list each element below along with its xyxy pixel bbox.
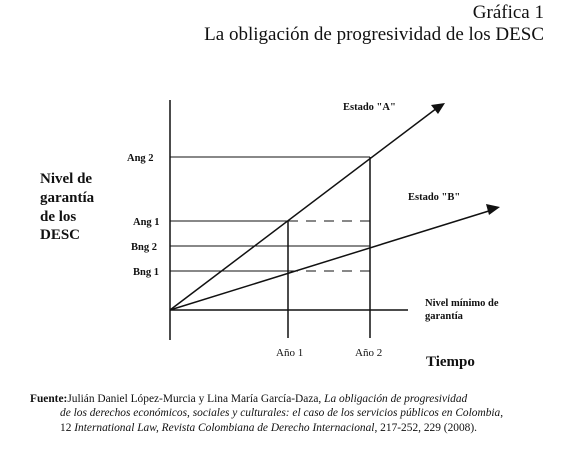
- estado-a-line: [169, 107, 438, 311]
- minimum-label-line2: garantía: [425, 311, 464, 322]
- source-line-3: 12 International Law, Revista Colombiana…: [30, 421, 555, 435]
- source-pages: , 217-252, 229 (2008).: [374, 421, 477, 434]
- tick-bng2: Bng 2: [131, 242, 157, 253]
- tick-ang1: Ang 1: [133, 217, 160, 228]
- source-title-part2: de los derechos económicos, sociales y c…: [60, 407, 501, 420]
- y-axis-label: Nivel de garantía de los DESC: [40, 171, 95, 244]
- tick-ang2: Ang 2: [127, 153, 154, 164]
- minimum-label-line1: Nivel mínimo de: [425, 298, 499, 309]
- figure-title: La obligación de progresividad de los DE…: [204, 23, 544, 45]
- source-note: Fuente:Julián Daniel López-Murcia y Lina…: [30, 392, 555, 435]
- estado-b-label: Estado "B": [408, 192, 460, 203]
- tick-bng1: Bng 1: [133, 267, 159, 278]
- source-comma: ,: [500, 407, 504, 420]
- source-title-part1: La obligación de progresividad: [324, 393, 468, 405]
- figure-number: Gráfica 1: [472, 2, 544, 23]
- tick-year2: Año 2: [355, 347, 382, 359]
- source-label: Fuente:: [30, 393, 68, 405]
- x-axis-label: Tiempo: [426, 354, 475, 370]
- estado-a-label: Estado "A": [343, 102, 396, 113]
- source-authors: Julián Daniel López-Murcia y Lina María …: [67, 393, 325, 405]
- source-line-2: de los derechos económicos, sociales y c…: [30, 406, 555, 420]
- source-journal: International Law, Revista Colombiana de…: [74, 421, 375, 434]
- estado-b-line: [169, 209, 493, 311]
- estado-b-arrowhead: [486, 204, 500, 215]
- source-volume: 12: [60, 421, 75, 434]
- estado-a-arrowhead: [431, 103, 445, 114]
- source-line-1: Fuente:Julián Daniel López-Murcia y Lina…: [30, 392, 555, 406]
- chart-header: Gráfica 1 La obligación de progresividad…: [204, 2, 544, 46]
- tick-year1: Año 1: [276, 347, 303, 359]
